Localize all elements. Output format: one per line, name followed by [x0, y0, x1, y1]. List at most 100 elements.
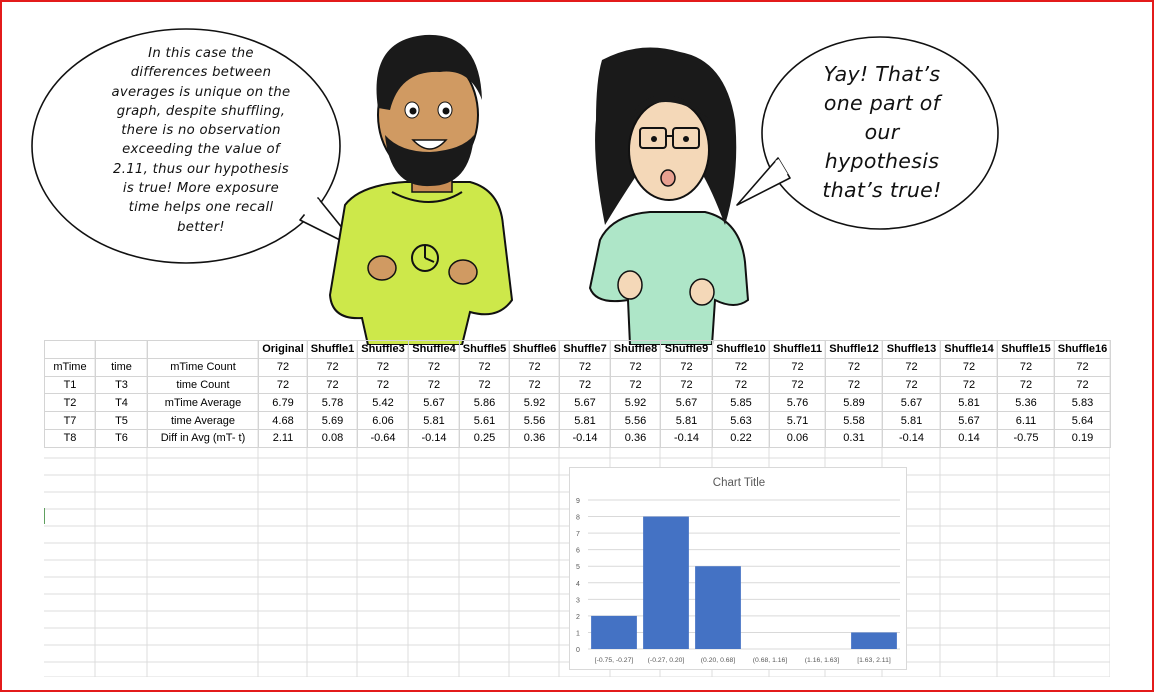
table-cell[interactable]: 5.86 — [459, 393, 510, 413]
y-tick-label: 4 — [576, 581, 580, 588]
table-cell[interactable]: 6.11 — [997, 411, 1055, 430]
column-header[interactable]: Shuffle16 — [1054, 340, 1111, 359]
table-cell[interactable]: 5.63 — [712, 411, 770, 430]
table-row: T7 T5 time Average 4.68 5.69 6.06 5.81 5.61 5.56… — [44, 411, 1111, 430]
table-cell[interactable]: 0.31 — [825, 428, 883, 448]
table-cell[interactable]: 72 — [660, 357, 713, 377]
left-bubble-line: there is no observation — [121, 123, 281, 139]
right-speech-bubble — [736, 36, 999, 230]
table-cell[interactable]: 0.19 — [1054, 428, 1111, 448]
table-cell[interactable]: 5.69 — [307, 411, 358, 430]
table-cell[interactable]: 5.36 — [997, 393, 1055, 413]
y-tick-label: 3 — [576, 597, 580, 604]
histogram-bar — [851, 632, 897, 649]
table-cell[interactable]: 5.76 — [769, 393, 826, 413]
left-bubble-line: time helps one recall — [128, 200, 274, 216]
table-cell[interactable]: 72 — [610, 357, 661, 377]
table-row: T2 T4 mTime Average 6.79 5.78 5.42 5.67 5.86 5.9… — [44, 393, 1111, 413]
left-bubble-line: averages is unique on the — [111, 84, 291, 100]
left-bubble-line: graph, despite shuffling, — [116, 103, 286, 119]
comic-illustration — [31, 28, 999, 345]
table-cell[interactable]: -0.14 — [559, 428, 611, 448]
table-cell[interactable]: 0.36 — [509, 428, 560, 448]
table-cell[interactable]: 72 — [559, 357, 611, 377]
histogram-svg: Chart Title 0 1 2 3 4 5 6 7 8 9 [-0.75, -0.27] (-0.2… — [576, 477, 900, 664]
y-tick-label: 8 — [576, 515, 580, 522]
table-cell[interactable]: 5.81 — [559, 411, 611, 430]
y-tick-label: 0 — [576, 647, 580, 654]
column-header[interactable]: Shuffle15 — [997, 340, 1055, 359]
table-cell[interactable]: 0.22 — [712, 428, 770, 448]
table-cell[interactable]: 72 — [357, 357, 409, 377]
y-tick-label: 7 — [576, 531, 580, 538]
table-cell[interactable]: 5.67 — [559, 393, 611, 413]
y-tick-label: 9 — [576, 498, 580, 505]
column-header[interactable]: Shuffle9 — [660, 340, 713, 359]
table-cell[interactable]: 5.81 — [408, 411, 460, 430]
column-header[interactable]: Shuffle5 — [459, 340, 510, 359]
x-tick-label: (0.68, 1.16] — [753, 657, 787, 664]
right-bubble-line: hypothesis — [824, 149, 940, 173]
table-row: T8 T6 Diff in Avg (mT- t) 2.11 0.08 -0.64 -0.1… — [44, 428, 1111, 448]
table-cell[interactable]: 0.36 — [610, 428, 661, 448]
table-cell[interactable]: mTime — [44, 357, 96, 377]
left-bubble-line: is true! More exposure — [122, 181, 280, 197]
table-header-row: Original Shuffle1 Shuffle3 Shuffle4 Shuffle5… — [44, 340, 1111, 359]
table-cell[interactable]: Diff in Avg (mT- t) — [147, 428, 259, 448]
table-cell[interactable]: 5.64 — [1054, 411, 1111, 430]
right-bubble-line: our — [864, 120, 900, 144]
table-cell[interactable]: 0.14 — [940, 428, 998, 448]
table-cell[interactable]: 5.56 — [509, 411, 560, 430]
x-tick-label: [1.63, 2.11] — [857, 657, 891, 664]
left-bubble-text: In this case the differences between avera… — [96, 44, 306, 237]
histogram-bar — [643, 516, 689, 649]
girl-character — [588, 47, 750, 345]
left-bubble-line: 2.11, thus our hypothesis — [113, 161, 289, 177]
table-cell[interactable]: 72 — [610, 375, 661, 395]
table-cell[interactable]: 5.81 — [940, 393, 998, 413]
right-bubble-line: that’s true! — [822, 178, 942, 202]
x-tick-label: (1.16, 1.63] — [805, 657, 839, 664]
table-cell[interactable]: -0.75 — [997, 428, 1055, 448]
table-cell[interactable]: 72 — [1054, 357, 1111, 377]
x-tick-label: [-0.75, -0.27] — [595, 657, 634, 664]
x-tick-label: (-0.27, 0.20] — [648, 657, 685, 664]
right-bubble-text: Yay! That’s one part of our hypothesis that’… — [792, 60, 972, 205]
histogram-bar — [591, 615, 637, 649]
y-tick-label: 2 — [576, 614, 580, 621]
chart-title: Chart Title — [713, 477, 765, 489]
boy-character — [328, 34, 514, 345]
table-cell[interactable]: -0.14 — [408, 428, 460, 448]
column-header[interactable]: Shuffle11 — [769, 340, 826, 359]
table-cell[interactable]: -0.64 — [357, 428, 409, 448]
column-header[interactable]: Shuffle3 — [357, 340, 409, 359]
table-cell[interactable]: 5.67 — [940, 411, 998, 430]
table-cell[interactable]: T8 — [44, 428, 96, 448]
table-cell[interactable]: 72 — [408, 375, 460, 395]
table-cell[interactable]: 2.11 — [258, 428, 308, 448]
left-bubble-line: In this case the — [148, 46, 254, 61]
histogram-chart[interactable]: Chart Title 0 1 2 3 4 5 6 7 8 9 [-0.75, -0.27] (-0.2… — [569, 467, 907, 670]
y-tick-label: 6 — [576, 548, 580, 555]
histogram-bar — [695, 566, 741, 649]
right-bubble-line: one part of — [823, 91, 941, 115]
right-bubble-line: Yay! That’s — [823, 62, 941, 86]
table-row: T1 T3 time Count 72 72 72 72 72 72 72 72 72 72 72 72 72… — [44, 375, 1111, 395]
table-cell[interactable]: -0.14 — [882, 428, 941, 448]
table-cell[interactable]: 5.71 — [769, 411, 826, 430]
column-header[interactable]: Shuffle4 — [408, 340, 460, 359]
column-header[interactable]: Shuffle1 — [307, 340, 358, 359]
left-speech-bubble — [31, 28, 361, 264]
spreadsheet-table: Original Shuffle1 Shuffle3 Shuffle4 Shuffle5… — [44, 340, 1111, 448]
row-indicator — [44, 508, 45, 524]
table-cell[interactable]: -0.14 — [660, 428, 713, 448]
table-cell[interactable]: 5.85 — [712, 393, 770, 413]
left-bubble-line: better! — [177, 219, 225, 235]
left-bubble-line: exceeding the value of — [122, 142, 280, 158]
table-cell[interactable]: 5.89 — [825, 393, 883, 413]
table-cell[interactable]: time Count — [147, 375, 259, 395]
column-header[interactable]: Shuffle12 — [825, 340, 883, 359]
y-tick-label: 1 — [576, 630, 580, 637]
table-cell[interactable]: 0.06 — [769, 428, 826, 448]
